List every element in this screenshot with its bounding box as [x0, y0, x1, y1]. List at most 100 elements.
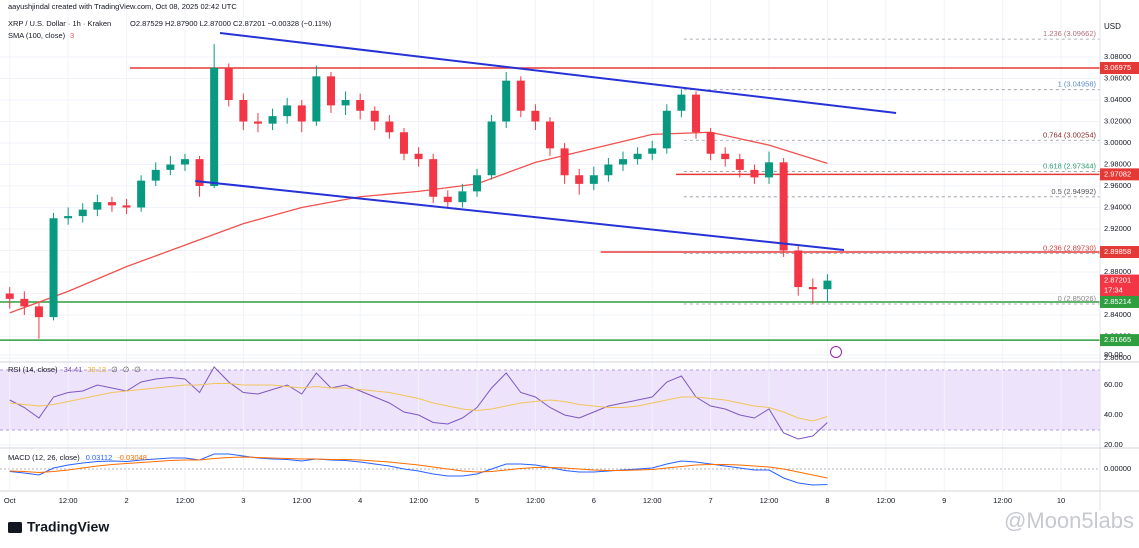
- candle-body: [443, 196, 452, 203]
- y-tick-label: 3.06000: [1104, 73, 1131, 82]
- fib-label: 1.236 (3.09662): [1043, 29, 1096, 38]
- candle-body: [414, 153, 423, 160]
- candle-body: [268, 116, 277, 124]
- price-label: 2.85214: [1104, 297, 1131, 306]
- candle-body: [326, 76, 335, 106]
- indicator-line: [9, 453, 828, 486]
- readout: 0.03112: [86, 453, 113, 462]
- x-tick-label: 12:00: [526, 496, 545, 505]
- x-tick-label: 3: [241, 496, 245, 505]
- x-tick-label: 12:00: [760, 496, 779, 505]
- candle-body: [5, 293, 14, 299]
- candle-body: [750, 169, 759, 178]
- candle-body: [122, 205, 131, 208]
- price-label: 3.06975: [1104, 63, 1131, 72]
- readout: 34.41: [64, 365, 83, 374]
- readout: ∅: [134, 365, 141, 374]
- plot: [0, 32, 1100, 486]
- y-tick-label: 2.80000: [1104, 353, 1131, 362]
- candle-body: [297, 105, 306, 122]
- fib-label: 0.764 (3.00254): [1043, 130, 1096, 139]
- candle-body: [560, 148, 569, 176]
- candle-body: [765, 162, 774, 178]
- candle-body: [78, 209, 87, 217]
- symbol: XRP / U.S. Dollar · 1h · Kraken: [8, 19, 111, 28]
- x-tick-label: 10: [1057, 496, 1065, 505]
- candle-body: [516, 80, 525, 111]
- candle-body: [779, 162, 788, 251]
- indicator-line: [9, 456, 828, 479]
- candle-body: [458, 191, 467, 203]
- y-tick-label: 40.00: [1104, 410, 1123, 419]
- candle-body: [472, 175, 481, 192]
- fib-label: 0.5 (2.94992): [1051, 187, 1096, 196]
- candle-body: [64, 216, 73, 219]
- sma-line: [9, 131, 828, 314]
- sma-label: SMA (100, close): [8, 31, 66, 40]
- candle-body: [151, 169, 160, 181]
- candle-body: [487, 121, 496, 176]
- price-label-box: [1100, 246, 1139, 259]
- candle-body: [429, 159, 438, 197]
- trendline: [195, 179, 845, 251]
- candle-body: [210, 67, 219, 186]
- candle-body: [677, 94, 686, 111]
- y-tick-label: 3.00000: [1104, 138, 1131, 147]
- y-tick-label: 2.88000: [1104, 267, 1131, 276]
- candle-body: [502, 80, 511, 122]
- candle-body: [692, 94, 701, 133]
- x-tick-label: 12:00: [993, 496, 1012, 505]
- watermark: @Moon5labs: [1004, 508, 1134, 533]
- readout: 39.13: [87, 365, 106, 374]
- readout: ∅: [123, 365, 130, 374]
- price-label-box: [1100, 168, 1139, 181]
- logo-mark: [8, 522, 22, 533]
- candle-body: [180, 159, 189, 165]
- indicator-line: [9, 383, 828, 422]
- candle-body: [648, 148, 657, 154]
- candle-body: [166, 164, 175, 170]
- x-tick-label: 12:00: [876, 496, 895, 505]
- x-tick-label: 12:00: [409, 496, 428, 505]
- candle-body: [312, 76, 321, 122]
- x-tick-label: 9: [942, 496, 946, 505]
- price-label-box: [1100, 295, 1139, 308]
- ohlc: O2.87529 H2.87900 L2.87000 C2.87201 −0.0…: [130, 19, 332, 28]
- fib-label: 0.618 (2.97344): [1043, 162, 1096, 171]
- candle-body: [34, 306, 43, 318]
- candle-body: [20, 298, 29, 307]
- price-label: 2.89858: [1104, 247, 1131, 256]
- y-tick-label: 3.02000: [1104, 116, 1131, 125]
- candle-body: [224, 67, 233, 100]
- alert-icon[interactable]: [830, 346, 842, 358]
- logo: TradingView: [8, 519, 109, 535]
- candle-body: [399, 132, 408, 154]
- price-label-box: [1100, 334, 1139, 347]
- y-tick-label: 3.04000: [1104, 95, 1131, 104]
- candle-body: [823, 280, 832, 290]
- indicator-line: [9, 366, 828, 440]
- candle-body: [662, 110, 671, 149]
- candle-body: [794, 250, 803, 288]
- candle-body: [283, 105, 292, 117]
- price-label-box: [1100, 62, 1139, 75]
- x-tick-label: 12:00: [176, 496, 195, 505]
- x-tick-label: 5: [475, 496, 479, 505]
- readout: ∅: [111, 365, 118, 374]
- trendline: [219, 32, 897, 115]
- candle-body: [370, 110, 379, 122]
- y-tick-label: 2.84000: [1104, 310, 1131, 319]
- candle-body: [575, 175, 584, 184]
- fib-label: 0 (2.85026): [1058, 294, 1097, 303]
- x-tick-label: 2: [124, 496, 128, 505]
- y-tick-label: 3.08000: [1104, 52, 1131, 61]
- y-tick-label: 2.92000: [1104, 224, 1131, 233]
- pane-title: RSI (14, close): [8, 365, 58, 374]
- candle-body: [253, 121, 262, 124]
- candle-body: [589, 175, 598, 184]
- y-tick-label: 80.00: [1104, 350, 1123, 359]
- candle-body: [808, 287, 817, 290]
- credit: aayushjindal created with TradingView.co…: [8, 2, 237, 11]
- price-label: 2.81665: [1104, 335, 1131, 344]
